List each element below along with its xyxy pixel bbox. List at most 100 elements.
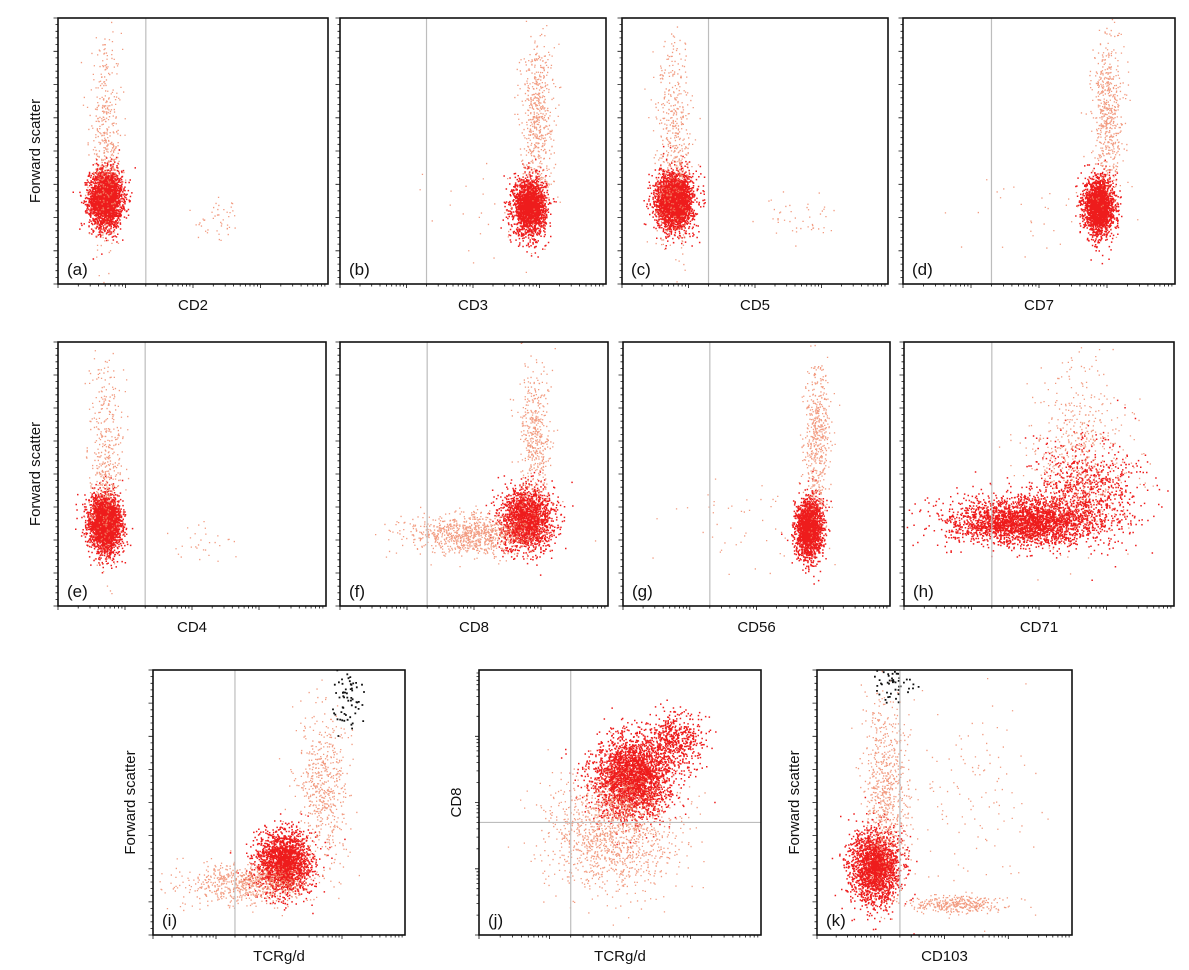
- panel-e-events: [75, 350, 237, 595]
- panel-f-x-axis-label: CD8: [459, 619, 489, 636]
- panel-k-x-axis-label: CD103: [921, 948, 968, 965]
- panel-d: (d) CD7: [898, 17, 1176, 314]
- panel-g-label: (g): [632, 582, 653, 601]
- panel-d-label: (d): [912, 260, 933, 279]
- panel-g-y-ticks: [618, 341, 623, 607]
- panel-a-cluster-1: [72, 149, 136, 260]
- panel-k-label: (k): [826, 911, 846, 930]
- panel-k-x-ticks: [816, 935, 1070, 939]
- panel-j-y-ticks: [475, 672, 479, 936]
- panel-g-x-axis-label: CD56: [737, 619, 775, 636]
- panel-d-y-ticks: [898, 17, 903, 285]
- panel-i-x-axis-label: TCRg/d: [253, 948, 305, 965]
- panel-c: (c) CD5: [617, 17, 889, 314]
- panel-k-y-axis-label: Forward scatter: [786, 750, 803, 854]
- panel-a-frame: [57, 17, 329, 285]
- panel-h-events: [906, 342, 1169, 581]
- panel-h: (h) CD71: [899, 341, 1175, 636]
- panel-k-cluster-3: [891, 892, 1037, 919]
- panel-i-y-ticks: [148, 669, 153, 936]
- panel-j: (j) TCRg/d CD8: [448, 669, 762, 965]
- panel-c-cluster-2: [644, 26, 701, 283]
- panel-i-events: [159, 670, 365, 917]
- panel-j-events: [507, 699, 717, 926]
- panel-j-label: (j): [488, 911, 503, 930]
- panel-i: (i) TCRg/d Forward scatter: [122, 669, 406, 965]
- panel-i-cluster-3: [278, 679, 360, 900]
- panel-f-events: [375, 342, 597, 576]
- panel-e-label: (e): [67, 582, 88, 601]
- panel-d-x-ticks: [902, 284, 1173, 288]
- panel-d-x-axis-label: CD7: [1024, 297, 1054, 314]
- panel-c-label: (c): [631, 260, 651, 279]
- panel-d-events: [944, 19, 1139, 265]
- panel-i-cluster-2: [159, 850, 335, 917]
- panel-k-cluster-2: [851, 670, 924, 920]
- panel-f-frame: [339, 341, 609, 607]
- panel-a-y-axis-label: Forward scatter: [27, 99, 44, 203]
- panel-a-label: (a): [67, 260, 88, 279]
- panel-k-frame: [816, 669, 1073, 936]
- panel-h-x-axis-label: CD71: [1020, 619, 1058, 636]
- panel-c-cluster-3: [752, 191, 835, 247]
- panel-a-x-axis-label: CD2: [178, 297, 208, 314]
- panel-k-cluster-5: [874, 670, 920, 704]
- panel-f-x-ticks: [339, 606, 606, 610]
- panel-c-events: [643, 26, 835, 283]
- panel-a-events: [72, 18, 236, 284]
- panel-a-cluster-3: [189, 196, 236, 241]
- panel-k-y-ticks: [812, 669, 817, 936]
- panel-d-cluster-1: [1075, 159, 1123, 265]
- panel-f-y-ticks: [335, 341, 340, 607]
- panel-b: (b) CD3: [335, 17, 607, 314]
- panel-c-y-ticks: [617, 17, 622, 285]
- panel-k-cluster-1: [831, 796, 918, 935]
- panel-c-cluster-1: [643, 145, 706, 250]
- panel-g-frame: [622, 341, 891, 607]
- panel-b-x-ticks: [339, 284, 604, 288]
- panel-e-cluster-2: [83, 350, 130, 595]
- panel-b-frame: [339, 17, 607, 285]
- panel-j-cluster-3: [638, 699, 717, 778]
- panel-g-cluster-2: [798, 344, 841, 550]
- panel-g-x-ticks: [622, 606, 888, 610]
- panel-i-label: (i): [162, 911, 177, 930]
- panel-j-x-ticks: [478, 935, 759, 939]
- panel-f-cluster-2: [375, 501, 597, 568]
- panel-k-events: [831, 670, 1049, 935]
- panel-f-label: (f): [349, 582, 365, 601]
- panel-h-cluster-2: [974, 399, 1169, 581]
- panel-h-y-ticks: [899, 341, 904, 607]
- panel-f-cluster-3: [509, 342, 559, 543]
- panel-f: (f) CD8: [335, 341, 609, 636]
- panel-h-cluster-1: [906, 481, 1143, 559]
- panel-e-cluster-3: [167, 521, 237, 562]
- panel-e-frame: [57, 341, 327, 607]
- panel-b-x-axis-label: CD3: [458, 297, 488, 314]
- panel-i-x-ticks: [152, 935, 403, 939]
- panel-j-cluster-2: [507, 732, 706, 926]
- panel-a: (a) CD2 Forward scatter: [27, 17, 329, 314]
- panel-e: (e) CD4 Forward scatter: [27, 341, 327, 636]
- panel-k: (k) CD103 Forward scatter: [786, 669, 1073, 965]
- panel-j-x-axis-label: TCRg/d: [594, 948, 646, 965]
- panel-f-cluster-1: [485, 471, 574, 576]
- panel-i-cluster-1: [229, 813, 346, 915]
- panel-i-cluster-4: [332, 670, 365, 737]
- panel-i-frame: [152, 669, 406, 936]
- panel-b-cluster-1: [500, 158, 557, 258]
- panel-j-cluster-1: [560, 706, 716, 846]
- panel-h-frame: [903, 341, 1175, 607]
- panel-e-x-axis-label: CD4: [177, 619, 207, 636]
- panel-a-x-ticks: [57, 284, 326, 288]
- panel-h-x-ticks: [903, 606, 1172, 610]
- panel-h-label: (h): [913, 582, 934, 601]
- panel-g: (g) CD56: [618, 341, 891, 636]
- panel-a-y-ticks: [53, 17, 58, 285]
- panel-b-events: [419, 20, 562, 273]
- panel-d-frame: [902, 17, 1176, 285]
- panel-c-x-axis-label: CD5: [740, 297, 770, 314]
- panel-g-cluster-1: [781, 470, 832, 585]
